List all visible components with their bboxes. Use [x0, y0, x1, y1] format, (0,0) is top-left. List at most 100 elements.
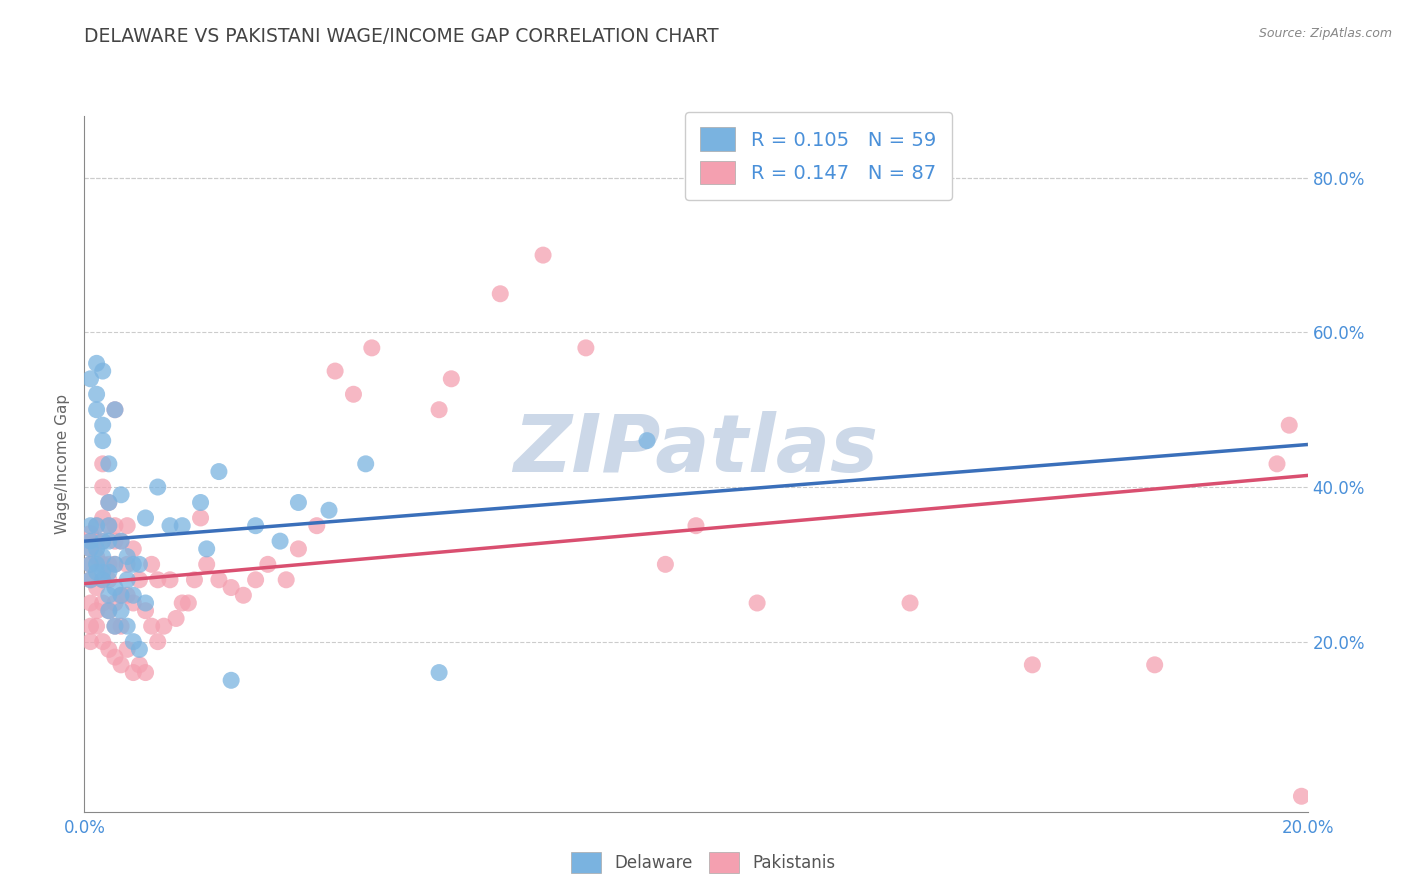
Point — [115, 588, 138, 602]
Point — [104, 518, 127, 533]
Point — [104, 619, 127, 633]
Point — [245, 518, 267, 533]
Point — [636, 434, 658, 448]
Point — [115, 549, 138, 564]
Point — [91, 534, 114, 549]
Point — [79, 541, 101, 556]
Point — [91, 558, 114, 572]
Point — [219, 673, 242, 688]
Point — [323, 364, 346, 378]
Point — [79, 619, 101, 633]
Point — [104, 596, 127, 610]
Point — [489, 286, 512, 301]
Point — [115, 518, 138, 533]
Point — [172, 596, 194, 610]
Point — [97, 534, 120, 549]
Point — [122, 634, 145, 648]
Point — [86, 402, 108, 417]
Point — [190, 511, 212, 525]
Point — [1143, 657, 1166, 672]
Point — [86, 604, 108, 618]
Point — [146, 634, 169, 648]
Point — [104, 619, 127, 633]
Point — [172, 518, 194, 533]
Point — [91, 511, 114, 525]
Point — [115, 573, 138, 587]
Point — [86, 581, 108, 595]
Point — [104, 402, 127, 417]
Point — [128, 642, 150, 657]
Point — [427, 665, 450, 680]
Point — [97, 642, 120, 657]
Point — [86, 356, 108, 370]
Point — [287, 495, 309, 509]
Point — [79, 573, 101, 587]
Point — [97, 457, 120, 471]
Point — [104, 534, 127, 549]
Legend: R = 0.105   N = 59, R = 0.147   N = 87: R = 0.105 N = 59, R = 0.147 N = 87 — [685, 112, 952, 200]
Point — [159, 573, 181, 587]
Point — [91, 549, 114, 564]
Point — [135, 596, 157, 610]
Legend: Delaware, Pakistanis: Delaware, Pakistanis — [564, 846, 842, 880]
Point — [79, 634, 101, 648]
Point — [190, 495, 212, 509]
Point — [86, 518, 108, 533]
Point — [79, 573, 101, 587]
Point — [104, 581, 127, 595]
Point — [115, 642, 138, 657]
Point — [122, 541, 145, 556]
Point — [159, 518, 181, 533]
Point — [86, 549, 108, 564]
Point — [128, 558, 150, 572]
Point — [97, 573, 120, 587]
Point — [245, 573, 267, 587]
Point — [122, 596, 145, 610]
Point — [427, 402, 450, 417]
Point — [110, 604, 132, 618]
Point — [79, 534, 101, 549]
Point — [91, 418, 114, 433]
Y-axis label: Wage/Income Gap: Wage/Income Gap — [55, 393, 70, 534]
Point — [135, 604, 157, 618]
Point — [208, 465, 231, 479]
Point — [104, 650, 127, 665]
Point — [305, 518, 328, 533]
Point — [110, 657, 132, 672]
Point — [104, 558, 127, 572]
Point — [1021, 657, 1043, 672]
Point — [91, 573, 114, 587]
Point — [97, 558, 120, 572]
Point — [110, 619, 132, 633]
Point — [232, 588, 254, 602]
Point — [86, 518, 108, 533]
Point — [110, 588, 132, 602]
Point — [128, 657, 150, 672]
Point — [122, 558, 145, 572]
Point — [86, 565, 108, 579]
Point — [1291, 789, 1313, 804]
Point — [177, 596, 200, 610]
Point — [97, 495, 120, 509]
Point — [86, 541, 108, 556]
Point — [91, 596, 114, 610]
Point — [79, 526, 101, 541]
Point — [276, 573, 298, 587]
Point — [79, 558, 101, 572]
Point — [685, 518, 707, 533]
Point — [97, 565, 120, 579]
Point — [97, 604, 120, 618]
Point — [86, 558, 108, 572]
Point — [91, 573, 114, 587]
Point — [91, 434, 114, 448]
Point — [219, 581, 242, 595]
Point — [91, 565, 114, 579]
Point — [354, 457, 377, 471]
Point — [110, 488, 132, 502]
Point — [79, 372, 101, 386]
Point — [146, 480, 169, 494]
Point — [153, 619, 176, 633]
Point — [360, 341, 382, 355]
Point — [79, 596, 101, 610]
Point — [128, 573, 150, 587]
